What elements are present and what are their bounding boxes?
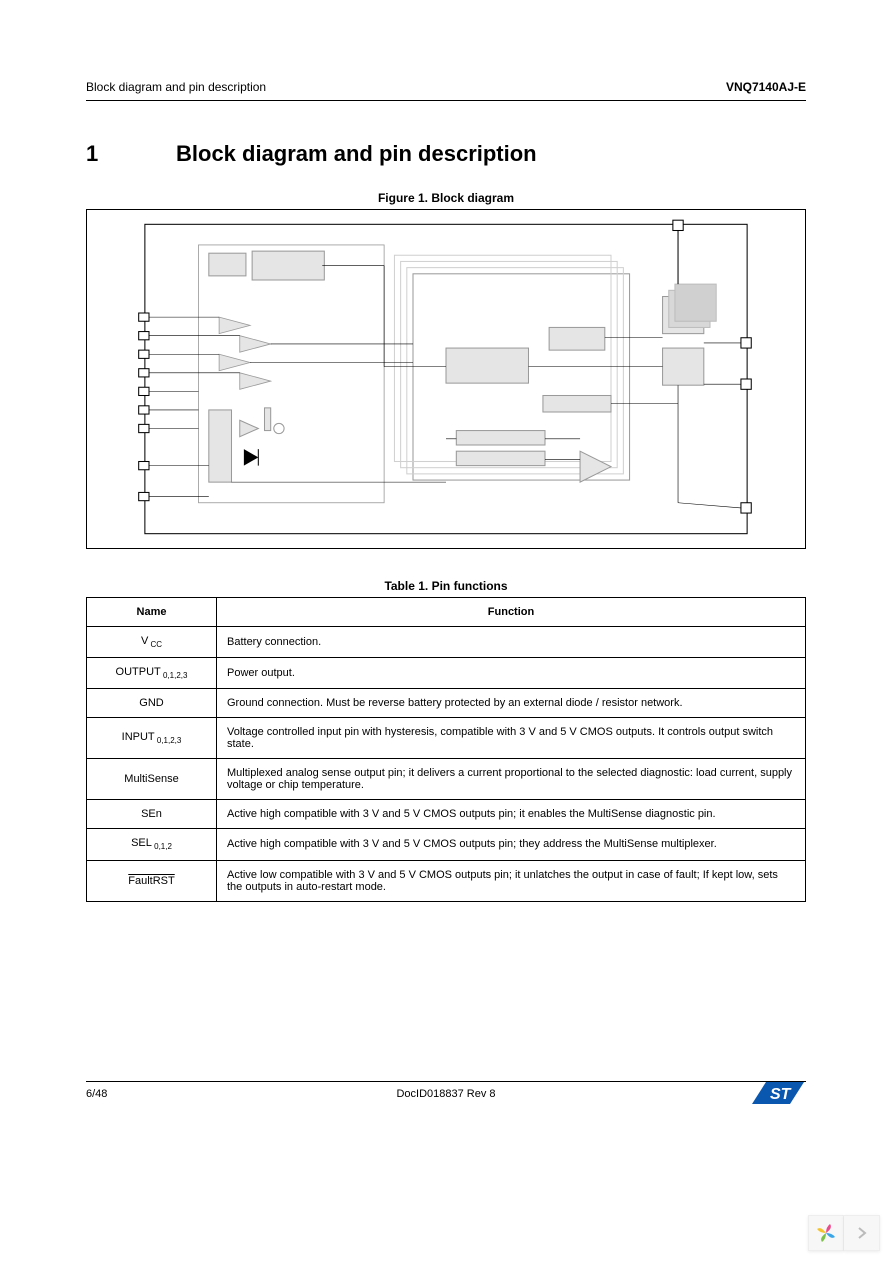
table-row: MultiSenseMultiplexed analog sense outpu… xyxy=(87,759,806,800)
page-header: Block diagram and pin description VNQ714… xyxy=(86,80,806,101)
table-row: V CCBattery connection. xyxy=(87,627,806,658)
pin-func-cell: Active high compatible with 3 V and 5 V … xyxy=(217,800,806,829)
section-number: 1 xyxy=(86,141,136,167)
block-diagram-svg xyxy=(106,214,786,544)
table-header-name: Name xyxy=(87,598,217,627)
st-logo: ST xyxy=(748,1078,806,1115)
pin-name-cell: OUTPUT 0,1,2,3 xyxy=(87,658,217,689)
pin-func-cell: Multiplexed analog sense output pin; it … xyxy=(217,759,806,800)
pin-name-cell: V CC xyxy=(87,627,217,658)
block-diagram-frame xyxy=(86,209,806,549)
table-row: OUTPUT 0,1,2,3Power output. xyxy=(87,658,806,689)
pin-functions-table: Name Function V CCBattery connection.OUT… xyxy=(86,597,806,902)
section-title: Block diagram and pin description xyxy=(176,141,537,167)
table-row: INPUT 0,1,2,3Voltage controlled input pi… xyxy=(87,718,806,759)
pin-name-cell: GND xyxy=(87,689,217,718)
pin-name-cell: SEn xyxy=(87,800,217,829)
pin-name-cell: FaultRST xyxy=(87,860,217,901)
svg-text:ST: ST xyxy=(770,1086,792,1103)
table-row: GNDGround connection. Must be reverse ba… xyxy=(87,689,806,718)
pin-func-cell: Active low compatible with 3 V and 5 V C… xyxy=(217,860,806,901)
page-footer: 6/48 DocID018837 Rev 8 ST xyxy=(86,1081,806,1100)
table-row: SEnActive high compatible with 3 V and 5… xyxy=(87,800,806,829)
pinwheel-icon xyxy=(815,1222,837,1244)
corner-logo-box[interactable] xyxy=(808,1215,844,1251)
pin-name-cell: MultiSense xyxy=(87,759,217,800)
corner-widget xyxy=(808,1215,880,1251)
figure-caption: Figure 1. Block diagram xyxy=(86,191,806,205)
table-row: FaultRSTActive low compatible with 3 V a… xyxy=(87,860,806,901)
chevron-right-icon xyxy=(857,1226,867,1240)
footer-doc-id: DocID018837 Rev 8 xyxy=(396,1088,495,1100)
pin-func-cell: Voltage controlled input pin with hyster… xyxy=(217,718,806,759)
table-caption: Table 1. Pin functions xyxy=(86,579,806,593)
table-header-function: Function xyxy=(217,598,806,627)
header-left: Block diagram and pin description xyxy=(86,80,266,94)
pin-func-cell: Ground connection. Must be reverse batte… xyxy=(217,689,806,718)
corner-next-button[interactable] xyxy=(844,1215,880,1251)
table-row: SEL 0,1,2Active high compatible with 3 V… xyxy=(87,829,806,860)
header-right: VNQ7140AJ-E xyxy=(726,80,806,94)
section-heading: 1 Block diagram and pin description xyxy=(86,141,806,167)
pin-func-cell: Power output. xyxy=(217,658,806,689)
pin-name-cell: INPUT 0,1,2,3 xyxy=(87,718,217,759)
pin-name-cell: SEL 0,1,2 xyxy=(87,829,217,860)
pin-func-cell: Battery connection. xyxy=(217,627,806,658)
pin-func-cell: Active high compatible with 3 V and 5 V … xyxy=(217,829,806,860)
footer-page-num: 6/48 xyxy=(86,1088,107,1100)
